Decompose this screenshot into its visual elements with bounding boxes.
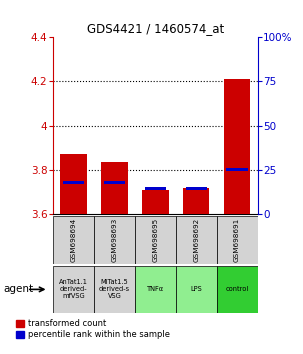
Bar	[135, 266, 176, 313]
Bar	[185, 187, 207, 190]
Bar	[94, 216, 135, 264]
Bar	[63, 181, 84, 183]
Bar	[145, 187, 166, 190]
Text: GSM698695: GSM698695	[152, 218, 158, 262]
Bar	[183, 188, 209, 214]
Bar	[104, 181, 125, 183]
Text: TNFα: TNFα	[147, 286, 164, 292]
Bar	[226, 169, 248, 171]
Text: GSM698693: GSM698693	[112, 218, 117, 262]
Text: LPS: LPS	[190, 286, 202, 292]
Text: GSM698691: GSM698691	[234, 218, 240, 262]
Text: AnTat1.1
derived-
mfVSG: AnTat1.1 derived- mfVSG	[59, 279, 88, 299]
Title: GDS4421 / 1460574_at: GDS4421 / 1460574_at	[87, 22, 224, 35]
Bar	[94, 266, 135, 313]
Bar	[224, 79, 250, 214]
Bar	[217, 266, 258, 313]
Text: GSM698692: GSM698692	[193, 218, 199, 262]
Bar	[142, 190, 168, 214]
Bar	[176, 266, 217, 313]
Text: MiTat1.5
derived-s
VSG: MiTat1.5 derived-s VSG	[99, 279, 130, 299]
Bar	[217, 216, 258, 264]
Bar	[53, 216, 94, 264]
Bar	[135, 216, 176, 264]
Bar	[101, 162, 128, 214]
Bar	[60, 154, 87, 214]
Text: GSM698694: GSM698694	[71, 218, 76, 262]
Bar	[176, 216, 217, 264]
Text: agent: agent	[3, 284, 33, 295]
Bar	[53, 266, 94, 313]
Legend: transformed count, percentile rank within the sample: transformed count, percentile rank withi…	[16, 319, 170, 339]
Text: control: control	[225, 286, 249, 292]
